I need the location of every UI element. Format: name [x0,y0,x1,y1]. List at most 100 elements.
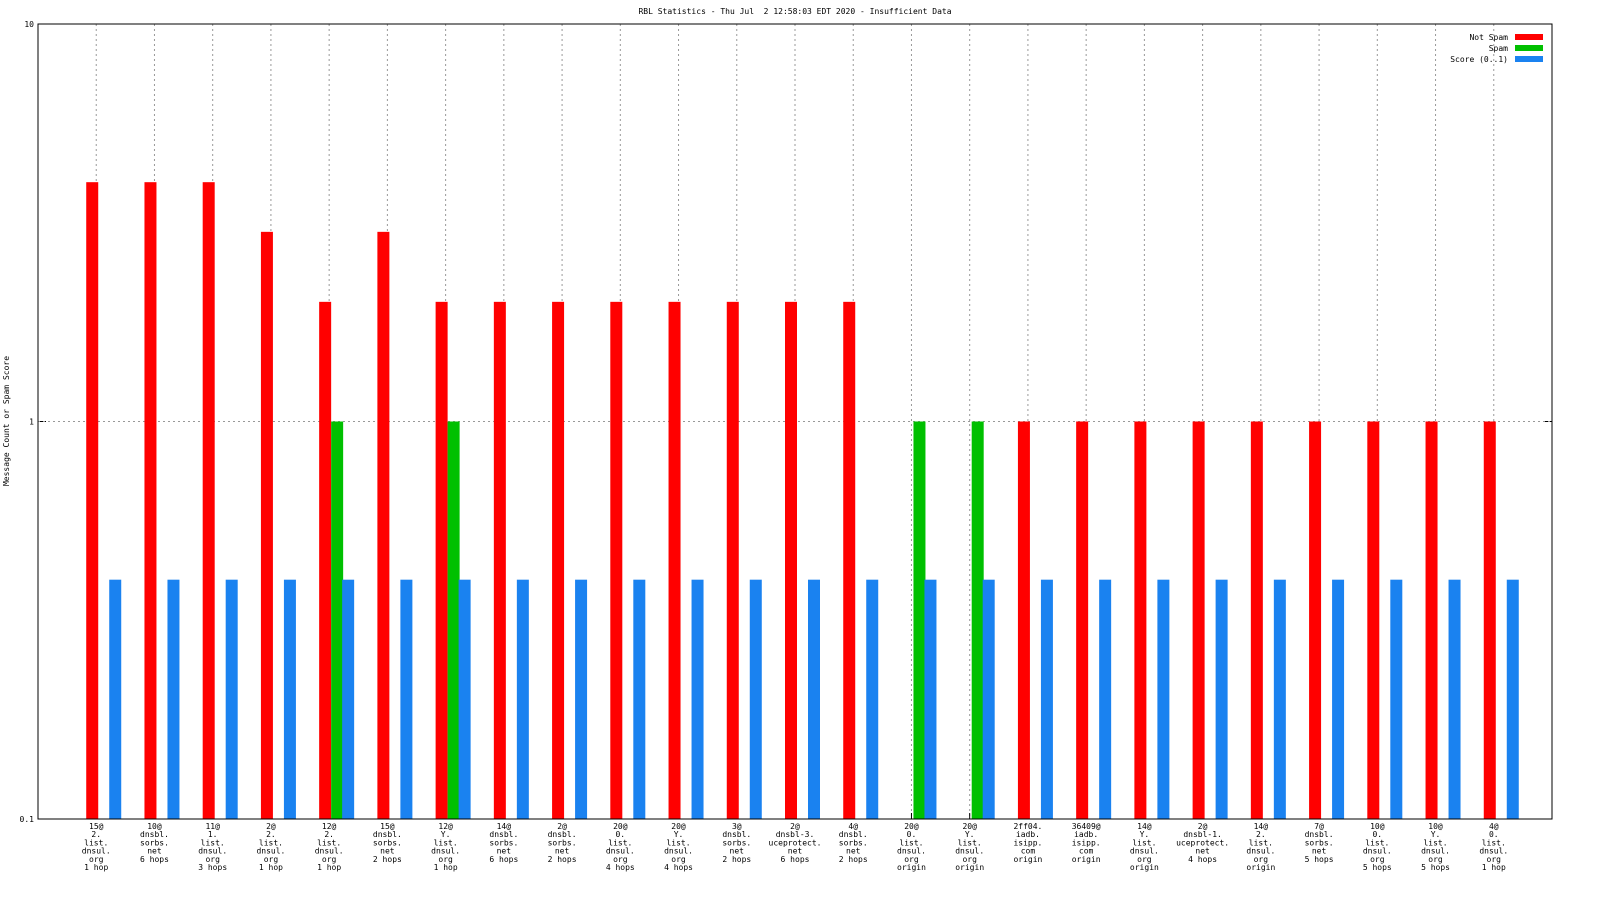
x-tick-label-line: Y. [441,830,451,839]
x-tick-label-line: dnsul. [431,847,460,856]
bar [552,301,565,819]
x-tick-label-line: 4@ [1489,822,1499,831]
x-tick-label-line: 0. [1372,830,1382,839]
x-tick-label-line: 2@ [790,822,800,831]
bar [913,421,926,819]
x-tick-label-line: 5 hops [1305,855,1334,864]
x-tick-label-line: org [613,855,628,864]
x-tick-label-line: org [264,855,279,864]
bar [1099,579,1112,819]
x-tick-label-line: 2@ [1198,822,1208,831]
bar [808,579,820,819]
bar [1448,579,1461,819]
x-tick-label: 12@ 2. list. dnsul. org 1 hop [315,822,344,872]
x-tick-label-line: dnsbl. [373,830,402,839]
x-tick-label-line: 7@ [1314,822,1324,831]
bar [377,231,390,819]
x-tick-label: 4@ dnsbl. sorbs. net 2 hops [839,822,868,864]
x-tick-label-line: 10@ [1370,822,1385,831]
x-tick-label-line: 3@ [732,822,742,831]
bar [971,421,984,819]
x-tick-label-line: 15@ [89,822,104,831]
x-tick-label-line: uceprotect. [1176,838,1229,847]
bar [1134,421,1147,819]
x-tick-label-line: 20@ [613,822,628,831]
x-tick-label-line: 2. [324,830,334,839]
bar [1309,421,1322,819]
x-tick-label-line: 4 hops [606,863,635,872]
x-tick-label-line: dnsul. [955,847,984,856]
y-tick-label: 10 [24,20,34,29]
bar [1367,421,1380,819]
plot-frame [37,23,1553,820]
bar [1040,579,1053,819]
legend-label: Not Spam [1469,33,1508,42]
bar [1192,421,1205,819]
bar [109,579,122,819]
x-tick-label-line: 1 hop [317,863,341,872]
x-tick-label: 11@ 1. list. dnsul. org 3 hops [198,822,227,872]
x-tick-label-line: 12@ [322,822,337,831]
x-tick-label-line: 2 hops [373,855,402,864]
x-tick-label-line: 5 hops [1421,863,1450,872]
x-tick-label: 2@ dnsbl-3. uceprotect. net 6 hops [769,822,822,864]
bar [1273,579,1286,819]
x-tick-label: 14@ Y. list. dnsul. org origin [1130,822,1159,872]
legend-label: Spam [1489,44,1508,53]
x-tick-label: 36409@ iadb. isipp. com origin [1072,822,1101,864]
x-tick-label-line: 20@ [671,822,686,831]
legend-label: Score (0..1) [1450,55,1508,64]
y-axis-label: Message Count or Spam Score [2,356,11,486]
x-tick-label-line: 4 hops [664,863,693,872]
bar [86,182,99,819]
x-tick-label-line: uceprotect. [769,838,822,847]
x-tick-label-line: 2 hops [722,855,751,864]
x-tick-label: 14@ 2. list. dnsul. org origin [1246,822,1275,872]
x-tick-label-line: origin [1072,855,1101,864]
x-tick-label-line: net [497,847,512,856]
x-tick-label-line: 1 hop [434,863,458,872]
bar [144,182,157,819]
x-tick-label-line: dnsul. [664,847,693,856]
bar [749,579,762,819]
x-tick-label-line: origin [1246,863,1275,872]
x-tick-label-line: dnsul. [1363,847,1392,856]
x-tick-label-line: isipp. [1013,838,1042,847]
bar [924,579,937,819]
bar [260,231,273,819]
x-tick-label-line: 6 hops [781,855,810,864]
legend-swatch [1515,34,1543,40]
x-tick-label: 2@ 2. list. dnsul. org 1 hop [256,822,285,872]
x-tick-label-line: list. [259,838,283,847]
x-tick-label-line: 6 hops [489,855,518,864]
x-tick-label-line: net [788,847,803,856]
x-tick-label-line: org [1254,855,1269,864]
x-tick-label-line: sorbs. [548,838,577,847]
bar [1483,421,1496,819]
bar [458,579,471,819]
x-tick-label: 15@ 2. list. dnsul. org 1 hop [82,822,111,872]
bar [400,579,413,819]
bar [866,579,879,819]
x-tick-label-line: list. [1482,838,1506,847]
x-tick-label-line: iadb. [1074,830,1098,839]
x-tick-label: 12@ Y. list. dnsul. org 1 hop [431,822,460,872]
x-tick-label: 3@ dnsbl. sorbs. net 2 hops [722,822,751,864]
bar [610,301,623,819]
x-tick-label-line: 14@ [497,822,512,831]
x-tick-label-line: 20@ [904,822,919,831]
x-tick-label-line: 1 hop [84,863,108,872]
x-tick-label: 7@ dnsbl. sorbs. net 5 hops [1305,822,1334,864]
x-tick-label: 2@ dnsbl-1. uceprotect. net 4 hops [1176,822,1229,864]
x-tick-label-line: sorbs. [373,838,402,847]
bar [1425,421,1438,819]
x-tick-label-line: dnsul. [1130,847,1159,856]
x-tick-label-line: 2 hops [548,855,577,864]
x-tick-label-line: iadb. [1016,830,1040,839]
y-tick-label: 0.1 [20,815,35,824]
x-tick-label-line: 6 hops [140,855,169,864]
bar [575,579,588,819]
y-tick-label: 1 [29,418,34,427]
x-tick-label-line: net [1312,847,1327,856]
